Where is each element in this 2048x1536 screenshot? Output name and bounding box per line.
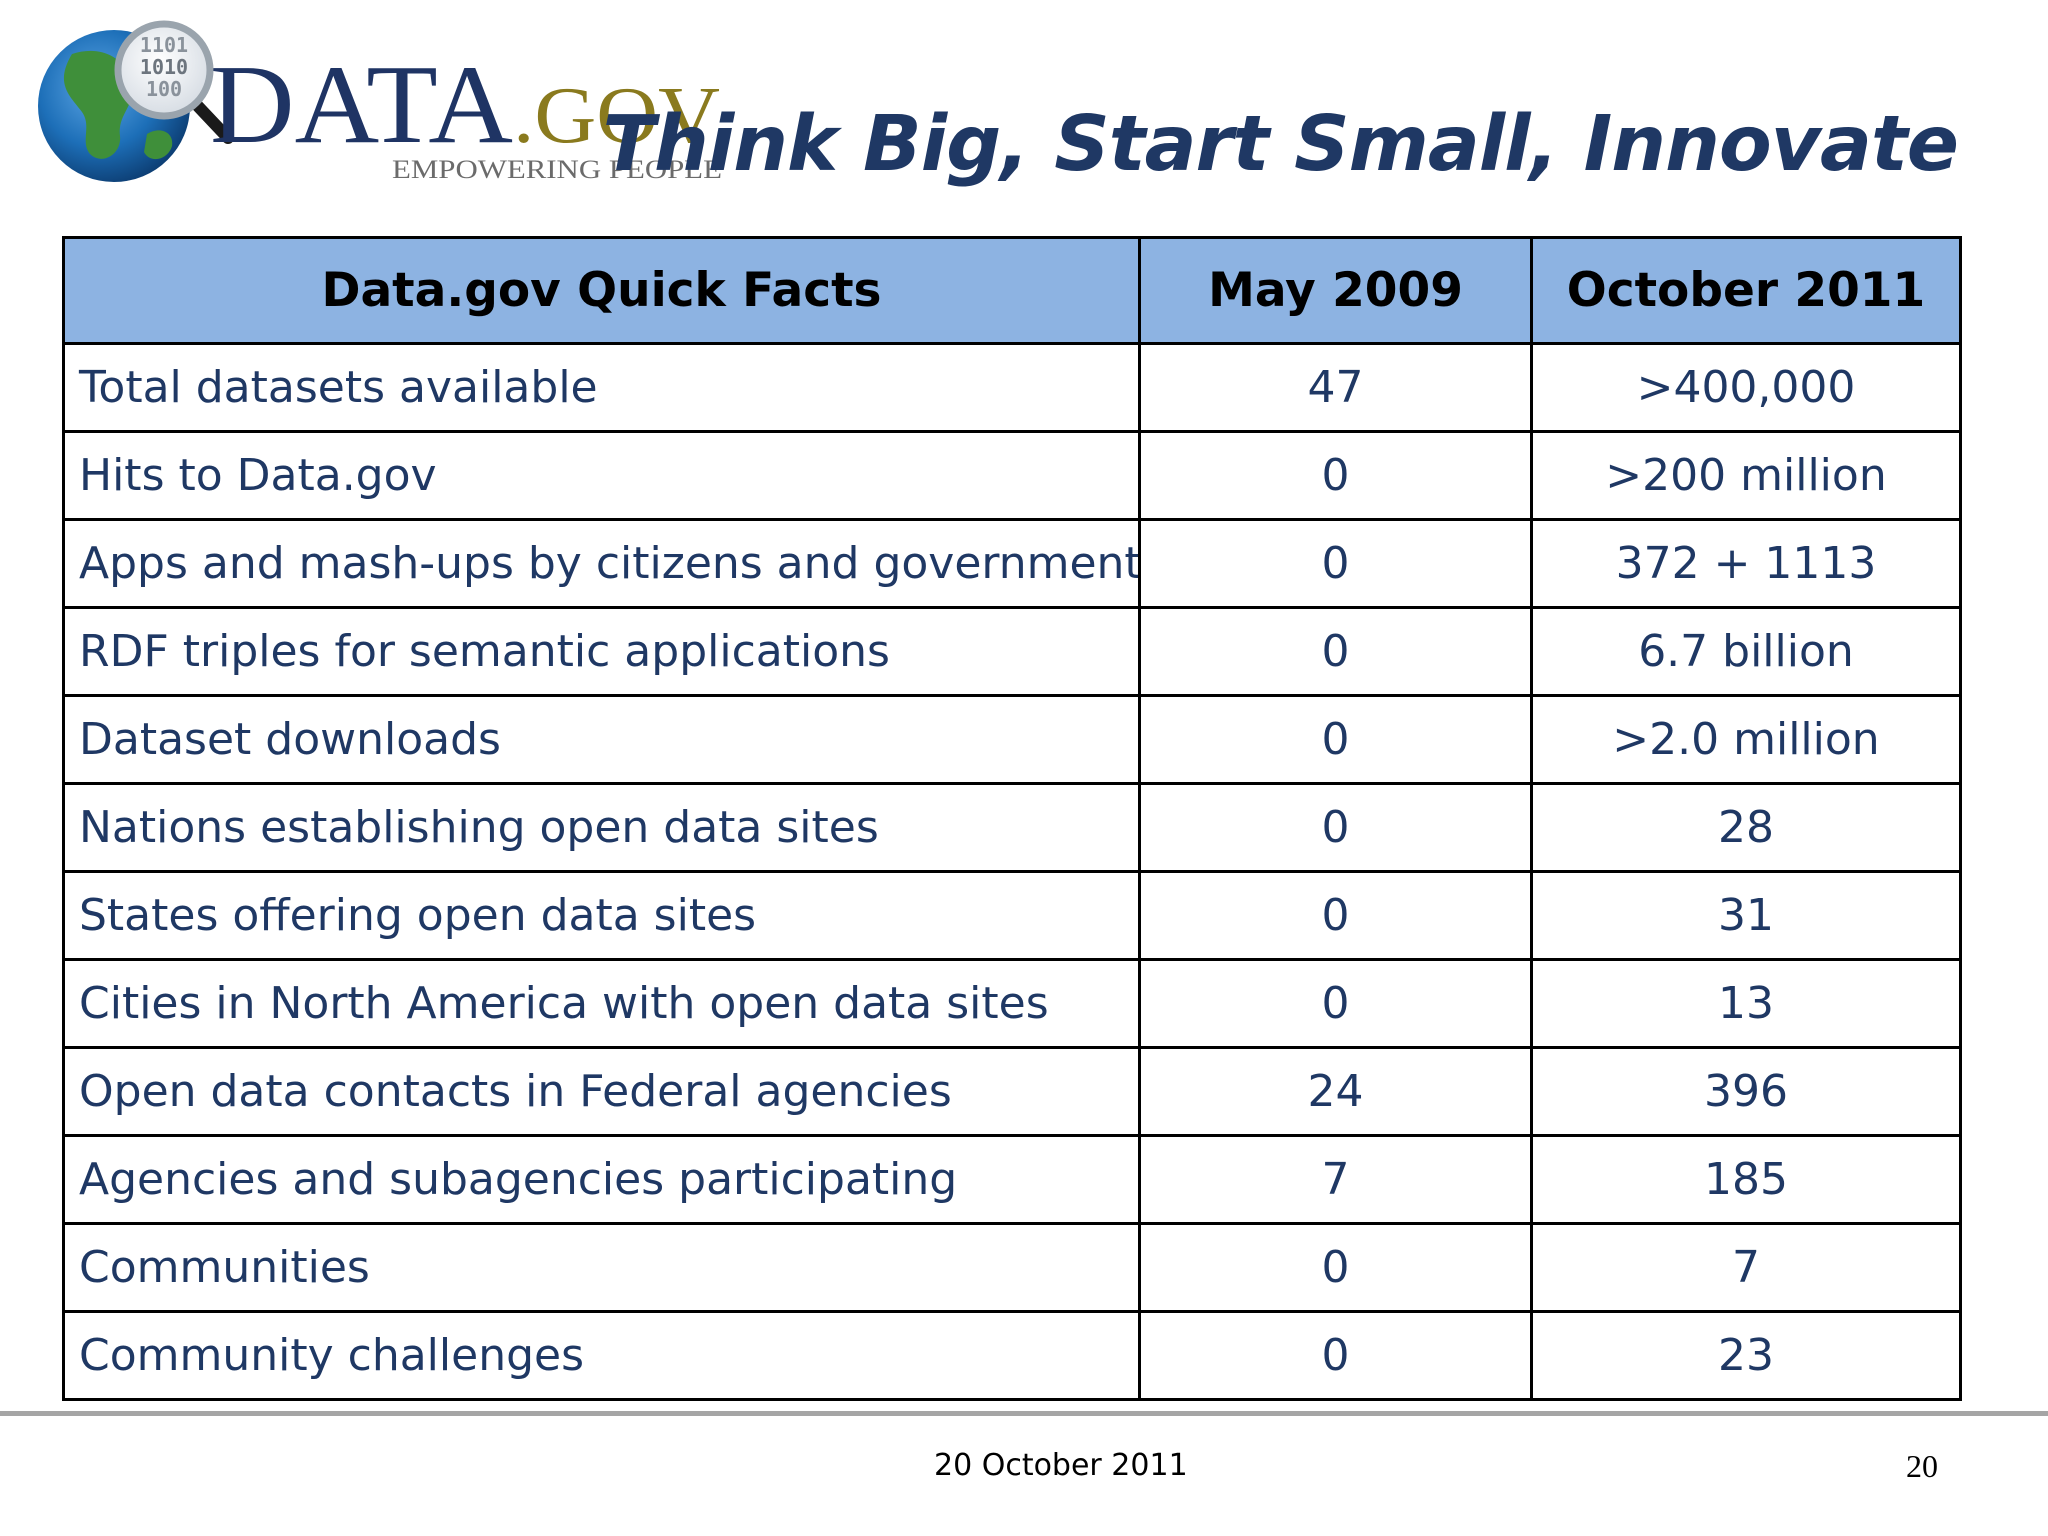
october-2011-value: 31 (1530, 870, 1962, 961)
october-2011-value: >2.0 million (1530, 694, 1962, 785)
logo-wordmark-gov: .GOV (513, 72, 720, 160)
may-2009-value: 24 (1138, 1046, 1533, 1137)
table-row: Community challenges 0 23 (62, 1310, 1962, 1401)
header-october-2011: October 2011 (1530, 236, 1962, 345)
row-label: Hits to Data.gov (62, 430, 1141, 521)
october-2011-value: 13 (1530, 958, 1962, 1049)
table-row: Cities in North America with open data s… (62, 958, 1962, 1049)
october-2011-value: 28 (1530, 782, 1962, 873)
october-2011-value: 6.7 billion (1530, 606, 1962, 697)
footer-divider (0, 1411, 2048, 1416)
data-gov-logo: 1101 1010 100 DATA .GOV EMPOWERING PEOPL… (32, 14, 722, 189)
table-row: Apps and mash-ups by citizens and govern… (62, 518, 1962, 609)
table-row: RDF triples for semantic applications 0 … (62, 606, 1962, 697)
slide-title: Think Big, Start Small, Innovate (602, 100, 1959, 189)
logo-wordmark-data: DATA (210, 43, 513, 167)
row-label: Agencies and subagencies participating (62, 1134, 1141, 1225)
logo-tagline: EMPOWERING PEOPLE (392, 155, 722, 184)
table-row: Agencies and subagencies participating 7… (62, 1134, 1962, 1225)
page-number: 20 (1906, 1448, 1938, 1484)
may-2009-value: 0 (1138, 606, 1533, 697)
october-2011-value: >200 million (1530, 430, 1962, 521)
table-row: Total datasets available 47 >400,000 (62, 342, 1962, 433)
magnifying-glass-icon: 1101 1010 100 (114, 20, 234, 144)
row-label: RDF triples for semantic applications (62, 606, 1141, 697)
row-label: States offering open data sites (62, 870, 1141, 961)
row-label: Nations establishing open data sites (62, 782, 1141, 873)
october-2011-value: 23 (1530, 1310, 1962, 1401)
may-2009-value: 0 (1138, 430, 1533, 521)
row-label: Total datasets available (62, 342, 1141, 433)
october-2011-value: >400,000 (1530, 342, 1962, 433)
row-label: Dataset downloads (62, 694, 1141, 785)
binary-line-3: 100 (146, 77, 182, 101)
october-2011-value: 185 (1530, 1134, 1962, 1225)
october-2011-value: 372 + 1113 (1530, 518, 1962, 609)
row-label: Communities (62, 1222, 1141, 1313)
row-label: Open data contacts in Federal agencies (62, 1046, 1141, 1137)
row-label: Community challenges (62, 1310, 1141, 1401)
may-2009-value: 0 (1138, 1222, 1533, 1313)
october-2011-value: 7 (1530, 1222, 1962, 1313)
may-2009-value: 7 (1138, 1134, 1533, 1225)
header-may-2009: May 2009 (1138, 236, 1533, 345)
may-2009-value: 0 (1138, 1310, 1533, 1401)
binary-line-2: 1010 (140, 55, 188, 79)
may-2009-value: 0 (1138, 782, 1533, 873)
quick-facts-table: Data.gov Quick Facts May 2009 October 20… (62, 236, 1962, 1401)
table-row: States offering open data sites 0 31 (62, 870, 1962, 961)
row-label: Cities in North America with open data s… (62, 958, 1141, 1049)
table-row: Nations establishing open data sites 0 2… (62, 782, 1962, 873)
footer-date: 20 October 2011 (934, 1448, 1188, 1483)
may-2009-value: 0 (1138, 694, 1533, 785)
header-quick-facts: Data.gov Quick Facts (62, 236, 1141, 345)
table-row: Hits to Data.gov 0 >200 million (62, 430, 1962, 521)
table-row: Communities 0 7 (62, 1222, 1962, 1313)
binary-line-1: 1101 (140, 33, 188, 57)
table-header-row: Data.gov Quick Facts May 2009 October 20… (62, 236, 1962, 345)
may-2009-value: 0 (1138, 518, 1533, 609)
table-row: Open data contacts in Federal agencies 2… (62, 1046, 1962, 1137)
may-2009-value: 47 (1138, 342, 1533, 433)
table-row: Dataset downloads 0 >2.0 million (62, 694, 1962, 785)
row-label: Apps and mash-ups by citizens and govern… (62, 518, 1141, 609)
october-2011-value: 396 (1530, 1046, 1962, 1137)
may-2009-value: 0 (1138, 870, 1533, 961)
may-2009-value: 0 (1138, 958, 1533, 1049)
